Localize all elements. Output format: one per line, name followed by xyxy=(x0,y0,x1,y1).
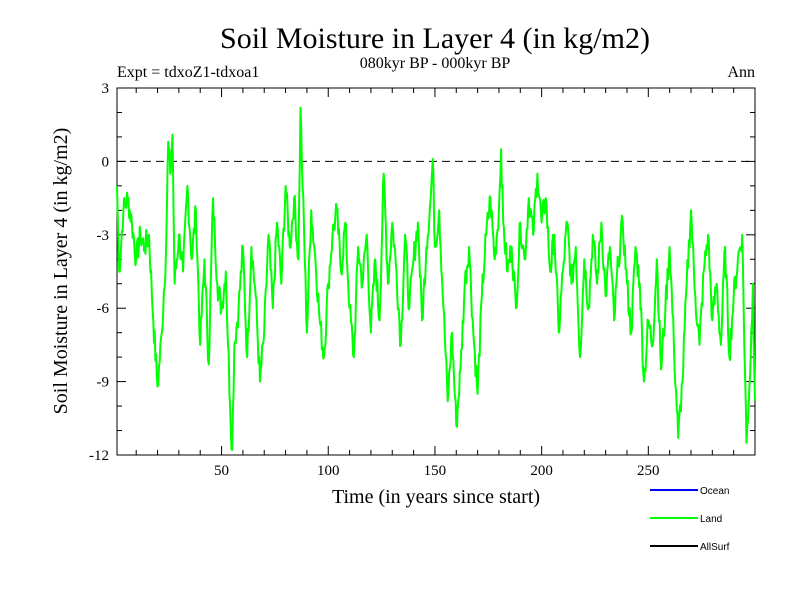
x-axis-ticks: 50 100 150 200 250 xyxy=(135,88,735,479)
y-tick-label: 3 xyxy=(102,81,110,97)
y-tick-label: 0 xyxy=(102,154,110,170)
y-axis-ticks: 3 0 -3 -6 -9 -12 xyxy=(89,81,755,464)
legend: Ocean Land AllSurf xyxy=(650,486,730,553)
x-tick-label: 50 xyxy=(214,463,229,479)
series-line-land xyxy=(116,106,756,452)
y-tick-label: -3 xyxy=(97,228,110,244)
plot-frame xyxy=(116,87,756,456)
x-tick-label: 250 xyxy=(637,463,660,479)
x-tick-label: 200 xyxy=(530,463,553,479)
x-tick-label: 100 xyxy=(317,463,340,479)
legend-label-ocean: Ocean xyxy=(700,486,729,497)
y-tick-label: -12 xyxy=(89,448,109,464)
y-tick-label: -9 xyxy=(97,375,110,391)
season-label: Ann xyxy=(727,64,755,81)
chart-subtitle: 080kyr BP - 000kyr BP xyxy=(360,55,511,72)
y-tick-label: -6 xyxy=(97,301,110,317)
legend-label-allsurf: AllSurf xyxy=(700,542,730,553)
x-axis-label: Time (in years since start) xyxy=(332,486,540,508)
legend-label-land: Land xyxy=(700,514,722,525)
y-axis-label: Soil Moisture in Layer 4 (in kg/m2) xyxy=(50,128,72,415)
experiment-label: Expt = tdxoZ1-tdxoa1 xyxy=(117,64,259,81)
x-tick-label: 150 xyxy=(424,463,447,479)
chart-title: Soil Moisture in Layer 4 (in kg/m2) xyxy=(220,22,650,55)
